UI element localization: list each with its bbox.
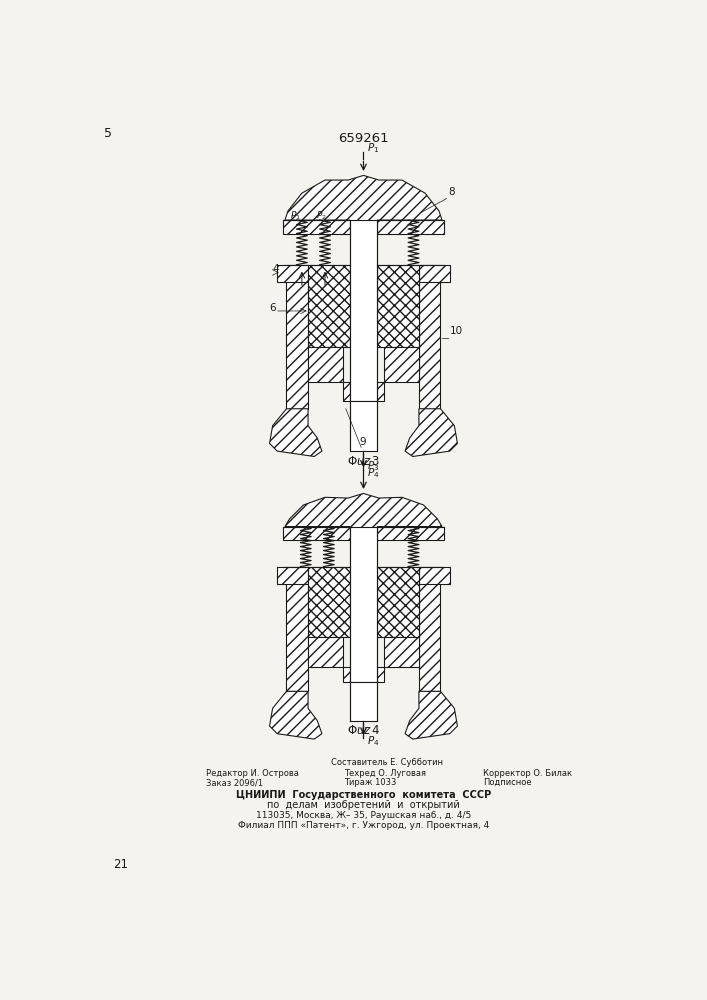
Polygon shape xyxy=(285,493,442,540)
Polygon shape xyxy=(277,567,308,584)
Polygon shape xyxy=(419,265,440,409)
Text: $P_1$: $P_1$ xyxy=(290,210,300,222)
Polygon shape xyxy=(419,567,450,584)
Polygon shape xyxy=(286,567,308,691)
Text: Заказ 2096/1: Заказ 2096/1 xyxy=(206,778,263,787)
Polygon shape xyxy=(283,527,350,540)
Polygon shape xyxy=(405,691,457,739)
Polygon shape xyxy=(308,637,344,667)
Polygon shape xyxy=(378,527,444,540)
Text: $P_2$: $P_2$ xyxy=(316,210,327,222)
Text: 9: 9 xyxy=(360,437,366,447)
Polygon shape xyxy=(419,265,450,282)
Text: ЦНИИПИ  Государственного  комитета  СССР: ЦНИИПИ Государственного комитета СССР xyxy=(236,790,491,800)
Text: 6: 6 xyxy=(269,303,276,313)
Text: $\Phi u\mathit{z}\,3$: $\Phi u\mathit{z}\,3$ xyxy=(347,455,380,468)
Text: 659261: 659261 xyxy=(338,132,389,145)
Text: Составитель Е. Субботин: Составитель Е. Субботин xyxy=(331,758,443,767)
Polygon shape xyxy=(269,409,322,456)
Polygon shape xyxy=(285,175,442,234)
Text: Редактор И. Острова: Редактор И. Острова xyxy=(206,769,298,778)
Polygon shape xyxy=(378,667,383,682)
Polygon shape xyxy=(405,409,457,456)
Polygon shape xyxy=(344,382,350,401)
Bar xyxy=(350,682,378,721)
Polygon shape xyxy=(378,382,383,401)
Bar xyxy=(350,527,378,682)
Polygon shape xyxy=(383,637,419,667)
Polygon shape xyxy=(308,567,350,637)
Text: Техред О. Луговая: Техред О. Луговая xyxy=(344,769,426,778)
Text: Подписное: Подписное xyxy=(483,778,532,787)
Text: $P_1$: $P_1$ xyxy=(366,141,379,155)
Polygon shape xyxy=(383,347,419,382)
Text: 113035, Москва, Ж– 35, Раушская наб., д. 4/5: 113035, Москва, Ж– 35, Раушская наб., д.… xyxy=(256,811,471,820)
Text: $\Phi u\mathit{z}\,4$: $\Phi u\mathit{z}\,4$ xyxy=(346,724,380,737)
Polygon shape xyxy=(378,265,419,347)
Text: по  делам  изобретений  и  открытий: по делам изобретений и открытий xyxy=(267,800,460,810)
Text: 5: 5 xyxy=(104,127,112,140)
Text: $P_4$: $P_4$ xyxy=(366,467,379,480)
Text: $P_3$: $P_3$ xyxy=(366,459,379,473)
Text: Тираж 1033: Тираж 1033 xyxy=(344,778,397,787)
Polygon shape xyxy=(378,567,419,637)
Polygon shape xyxy=(269,691,322,739)
Polygon shape xyxy=(308,265,350,347)
Bar xyxy=(350,401,378,451)
Text: $P_4$: $P_4$ xyxy=(366,734,379,748)
Bar xyxy=(350,220,378,401)
Polygon shape xyxy=(283,220,350,234)
Polygon shape xyxy=(277,265,308,282)
Text: 10: 10 xyxy=(450,326,463,336)
Text: 8: 8 xyxy=(448,187,455,197)
Polygon shape xyxy=(286,265,308,409)
Polygon shape xyxy=(344,667,350,682)
Text: 21: 21 xyxy=(113,858,128,871)
Polygon shape xyxy=(378,220,444,234)
Polygon shape xyxy=(419,567,440,691)
Polygon shape xyxy=(308,347,344,382)
Text: 4: 4 xyxy=(273,264,279,274)
Text: Филиал ППП «Патент», г. Ужгород, ул. Проектная, 4: Филиал ППП «Патент», г. Ужгород, ул. Про… xyxy=(238,821,489,830)
Text: Корректор О. Билак: Корректор О. Билак xyxy=(483,769,572,778)
